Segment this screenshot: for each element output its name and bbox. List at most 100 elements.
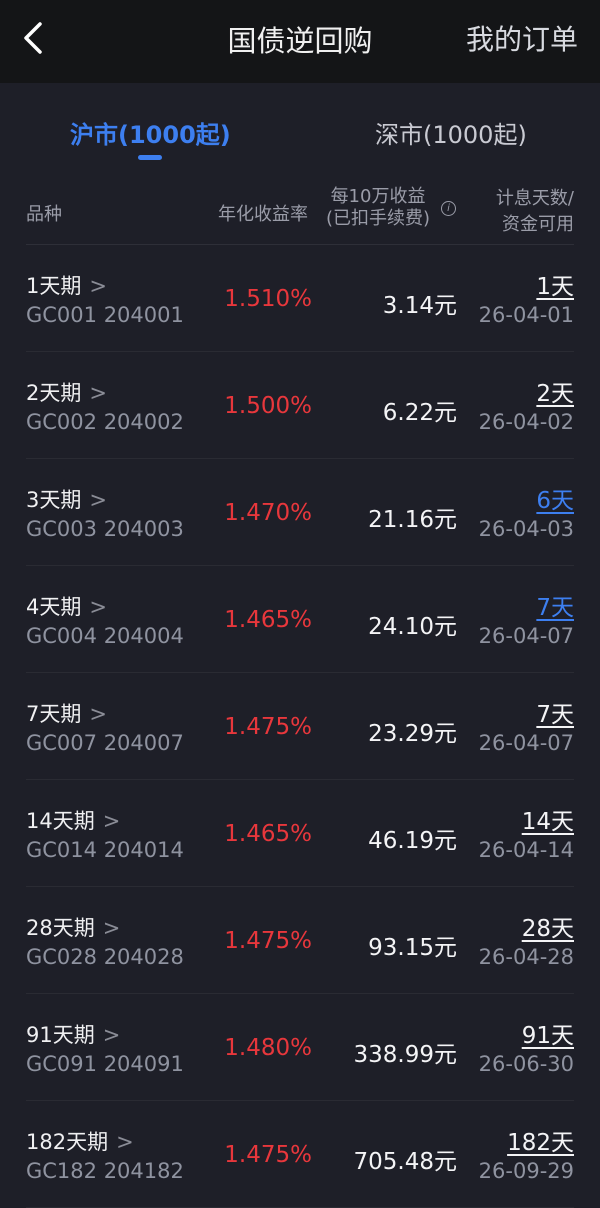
table-row[interactable]: 7天期 > GC007 204007 1.475% 23.29元 7天 26-04… [26, 673, 574, 780]
table-row[interactable]: 1天期 > GC001 204001 1.510% 3.14元 1天 26-04-… [26, 245, 574, 352]
product-name[interactable]: 28天期 > [26, 912, 120, 942]
funds-available-date: 26-04-28 [478, 945, 574, 969]
product-code: GC182 204182 [26, 1159, 184, 1183]
product-name-text: 1天期 [26, 274, 82, 298]
interest-days-link[interactable]: 91天 [521, 1023, 574, 1049]
annual-rate: 1.500% [224, 393, 312, 419]
product-name[interactable]: 182天期 > [26, 1126, 134, 1156]
chevron-right-icon: > [102, 809, 121, 833]
product-code: GC007 204007 [26, 731, 184, 755]
product-name-text: 4天期 [26, 595, 82, 619]
chevron-right-icon: > [116, 1130, 134, 1154]
product-name-text: 3天期 [26, 488, 82, 512]
product-name[interactable]: 1天期 > [26, 270, 107, 300]
funds-available-date: 26-09-29 [478, 1159, 574, 1183]
col-income-line1: 每10万收益 [330, 186, 426, 207]
chevron-right-icon: > [89, 274, 107, 298]
my-orders-button[interactable]: 我的订单 [465, 23, 578, 56]
income-per-100k: 3.14元 [382, 293, 457, 319]
product-name[interactable]: 4天期 > [26, 591, 107, 621]
chevron-right-icon: > [89, 702, 107, 726]
col-variety: 品种 [26, 204, 62, 225]
product-code: GC014 204014 [26, 838, 184, 862]
col-rate: 年化收益率 [218, 204, 308, 225]
table-row[interactable]: 28天期 > GC028 204028 1.475% 93.15元 28天 26-… [26, 887, 574, 994]
table-row[interactable]: 182天期 > GC182 204182 1.475% 705.48元 182天 … [26, 1101, 574, 1208]
funds-available-date: 26-06-30 [478, 1052, 574, 1076]
tab-shenzhen[interactable]: 深市(1000起) [375, 121, 527, 149]
info-icon[interactable]: i [441, 201, 456, 216]
product-name-text: 14天期 [26, 809, 95, 833]
col-days-line1: 计息天数/ [495, 188, 574, 209]
annual-rate: 1.480% [224, 1035, 312, 1061]
funds-available-date: 26-04-07 [478, 731, 574, 755]
income-per-100k: 93.15元 [368, 935, 457, 961]
table-row[interactable]: 2天期 > GC002 204002 1.500% 6.22元 2天 26-04-… [26, 352, 574, 459]
table-row[interactable]: 14天期 > GC014 204014 1.465% 46.19元 14天 26-… [26, 780, 574, 887]
product-code: GC002 204002 [26, 410, 184, 434]
annual-rate: 1.470% [224, 500, 312, 526]
interest-days-link[interactable]: 2天 [536, 381, 574, 407]
interest-days-link[interactable]: 28天 [521, 916, 574, 942]
product-name[interactable]: 3天期 > [26, 484, 107, 514]
interest-days-link[interactable]: 182天 [507, 1130, 574, 1156]
income-per-100k: 46.19元 [368, 828, 457, 854]
active-tab-indicator [138, 155, 162, 160]
product-name[interactable]: 14天期 > [26, 805, 120, 835]
table-header: 品种 年化收益率 每10万收益 (已扣手续费) i 计息天数/资金可用 [26, 163, 574, 245]
annual-rate: 1.510% [224, 286, 312, 312]
annual-rate: 1.465% [224, 607, 312, 633]
product-code: GC003 204003 [26, 517, 184, 541]
table-row[interactable]: 91天期 > GC091 204091 1.480% 338.99元 91天 26… [26, 994, 574, 1101]
table-row[interactable]: 4天期 > GC004 204004 1.465% 24.10元 7天 26-04… [26, 566, 574, 673]
product-name-text: 7天期 [26, 702, 82, 726]
product-name-text: 28天期 [26, 916, 95, 940]
annual-rate: 1.475% [224, 928, 312, 954]
income-per-100k: 24.10元 [368, 614, 457, 640]
page-title: 国债逆回购 [227, 24, 373, 58]
chevron-right-icon: > [89, 488, 107, 512]
income-per-100k: 21.16元 [368, 507, 457, 533]
interest-days-link[interactable]: 7天 [536, 595, 574, 621]
annual-rate: 1.475% [224, 714, 312, 740]
market-tabs: 沪市(1000起) 深市(1000起) [0, 83, 600, 163]
funds-available-date: 26-04-03 [478, 517, 574, 541]
product-name-text: 182天期 [26, 1130, 109, 1154]
income-per-100k: 705.48元 [353, 1149, 457, 1175]
interest-days-link[interactable]: 7天 [536, 702, 574, 728]
tab-shanghai[interactable]: 沪市(1000起) [70, 121, 231, 149]
funds-available-date: 26-04-14 [478, 838, 574, 862]
product-name[interactable]: 91天期 > [26, 1019, 120, 1049]
interest-days-link[interactable]: 1天 [536, 274, 574, 300]
interest-days-link[interactable]: 14天 [521, 809, 574, 835]
col-income-line2: (已扣手续费) [326, 208, 431, 229]
product-code: GC028 204028 [26, 945, 184, 969]
product-name[interactable]: 7天期 > [26, 698, 107, 728]
col-days-line2: 资金可用 [502, 214, 574, 235]
annual-rate: 1.475% [224, 1142, 312, 1168]
income-per-100k: 6.22元 [382, 400, 457, 426]
product-code: GC001 204001 [26, 303, 184, 327]
product-code: GC091 204091 [26, 1052, 184, 1076]
col-income: 每10万收益 (已扣手续费) [326, 186, 430, 230]
product-name-text: 91天期 [26, 1023, 95, 1047]
chevron-right-icon: > [102, 916, 121, 940]
chevron-right-icon: > [89, 595, 107, 619]
funds-available-date: 26-04-07 [478, 624, 574, 648]
back-icon[interactable] [16, 18, 56, 58]
income-per-100k: 338.99元 [353, 1042, 457, 1068]
table-row[interactable]: 3天期 > GC003 204003 1.470% 21.16元 6天 26-04… [26, 459, 574, 566]
col-days: 计息天数/资金可用 [496, 186, 574, 238]
annual-rate: 1.465% [224, 821, 312, 847]
funds-available-date: 26-04-01 [478, 303, 574, 327]
product-name[interactable]: 2天期 > [26, 377, 107, 407]
funds-available-date: 26-04-02 [478, 410, 574, 434]
chevron-right-icon: > [89, 381, 107, 405]
income-per-100k: 23.29元 [368, 721, 457, 747]
interest-days-link[interactable]: 6天 [536, 488, 574, 514]
product-name-text: 2天期 [26, 381, 82, 405]
chevron-right-icon: > [102, 1023, 121, 1047]
product-code: GC004 204004 [26, 624, 184, 648]
product-list: 1天期 > GC001 204001 1.510% 3.14元 1天 26-04-… [0, 245, 600, 1208]
top-bar: 国债逆回购 我的订单 [0, 0, 600, 83]
